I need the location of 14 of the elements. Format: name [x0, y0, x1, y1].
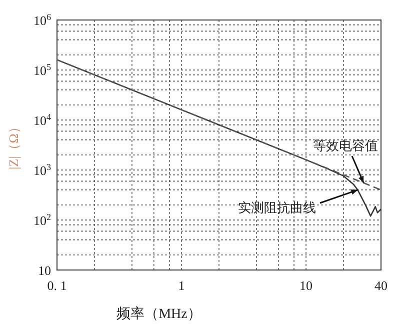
x-tick-label: 0. 1 [47, 278, 67, 293]
x-tick-label: 40 [374, 278, 388, 293]
x-axis-title: 频率（MHz） [116, 306, 202, 322]
y-tick-label: 10$^{5}$ [33, 62, 52, 78]
y-tick-label: 10$^{2}$ [33, 212, 52, 228]
x-tick-label: 1 [178, 278, 185, 293]
y-axis-title: |Z|（Ω） [6, 120, 21, 170]
y-tick-label: 10$^{6}$ [33, 12, 52, 28]
y-tick-label: 10$^{3}$ [33, 162, 52, 178]
y-tick-label: 10$^{4}$ [33, 112, 52, 128]
y-tick-label: 10 [38, 263, 51, 278]
x-tick-label: 10 [300, 278, 313, 293]
annotation: 等效电容值 [313, 138, 378, 153]
annotation: 实测阻抗曲线 [238, 200, 316, 215]
